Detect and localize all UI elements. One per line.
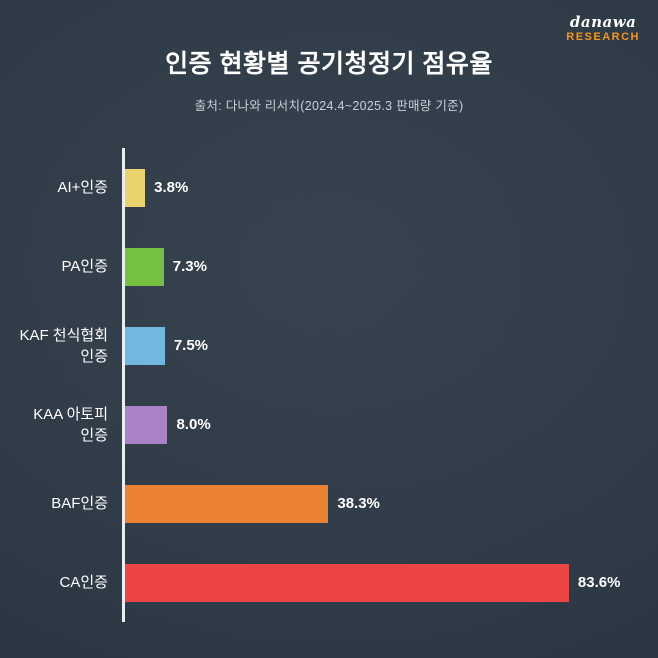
bar: [125, 326, 165, 365]
bar: [125, 247, 164, 286]
value-label: 3.8%: [154, 179, 189, 196]
category-label: KAA 아토피 인증: [33, 405, 108, 444]
category-label: KAF 천식협회 인증: [19, 326, 108, 365]
plot-area: 38.3%: [122, 464, 656, 543]
bar: [125, 484, 329, 523]
chart-row: AI+인증 3.8%: [18, 148, 658, 227]
danawa-research-logo: danawa RESEARCH: [566, 14, 640, 43]
value-label: 7.3%: [172, 258, 207, 275]
value-label: 83.6%: [577, 574, 621, 591]
plot-area: 7.3%: [122, 227, 656, 306]
chart-title: 인증 현황별 공기청정기 점유율: [165, 50, 493, 78]
chart-header: 인증 현황별 공기청정기 점유율 출처: 다나와 리서치(2024.4~2025…: [0, 0, 658, 114]
plot-area: 7.5%: [122, 306, 656, 385]
plot-area: 8.0%: [122, 385, 656, 464]
chart-row: CA인증 83.6%: [18, 543, 658, 622]
chart-row: KAA 아토피 인증 8.0%: [18, 385, 658, 464]
bar: [125, 405, 168, 444]
plot-area: 3.8%: [122, 148, 656, 227]
category-label: CA인증: [59, 574, 108, 591]
bar: [125, 168, 146, 207]
chart-row: BAF인증 38.3%: [18, 464, 658, 543]
bar-chart: AI+인증 3.8% PA인증 7.3% KAF 천식협회 인증 7.5% KAA 아토피 …: [0, 148, 658, 622]
chart-row: PA인증 7.3%: [18, 227, 658, 306]
value-label: 38.3%: [337, 495, 380, 512]
chart-source-subtitle: 출처: 다나와 리서치(2024.4~2025.3 판매량 기준): [194, 99, 464, 113]
plot-area: 83.6%: [122, 543, 656, 622]
logo-danawa-text: danawa: [569, 13, 637, 31]
value-label: 7.5%: [173, 337, 209, 354]
chart-row: KAF 천식협회 인증 7.5%: [18, 306, 658, 385]
category-label: BAF인증: [51, 495, 108, 512]
bar: [125, 563, 569, 602]
category-label: AI+인증: [57, 179, 108, 196]
category-label: PA인증: [61, 258, 109, 275]
logo-research-text: RESEARCH: [566, 30, 640, 43]
value-label: 8.0%: [176, 416, 211, 433]
